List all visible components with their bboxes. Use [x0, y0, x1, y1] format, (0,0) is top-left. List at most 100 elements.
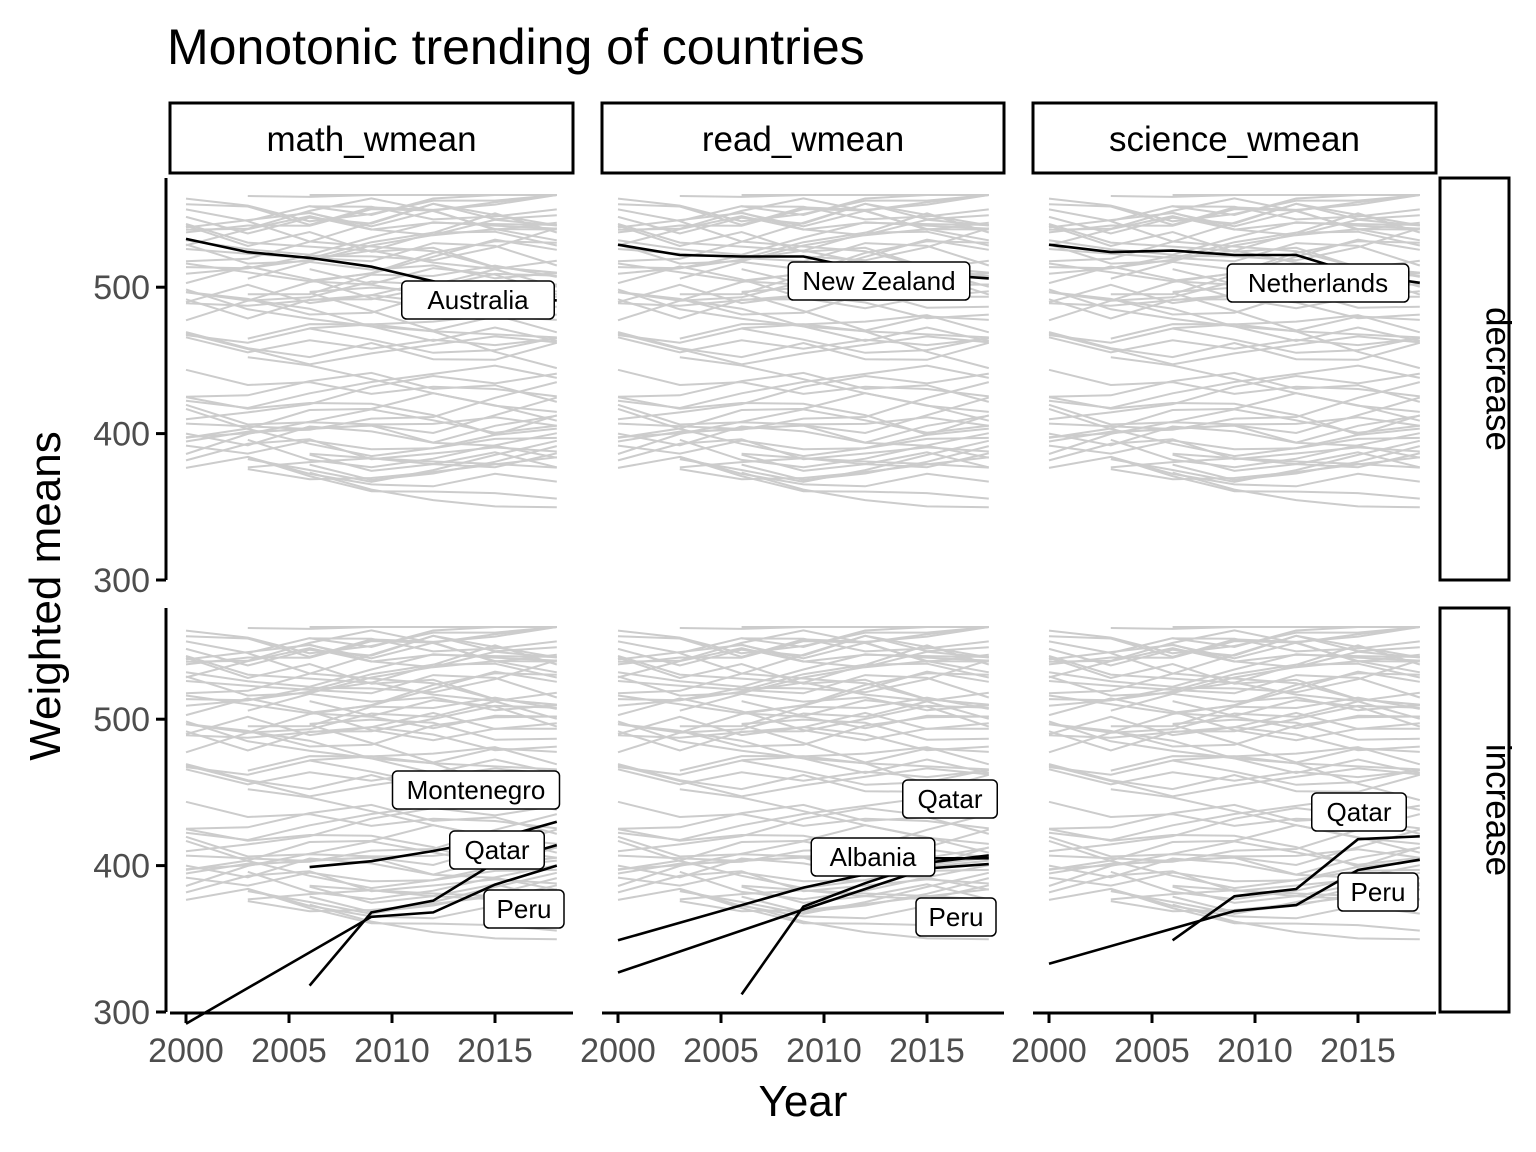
data-label-box: [1226, 263, 1410, 303]
background-series-line: [247, 456, 557, 481]
background-series-line: [247, 864, 557, 901]
background-series-line: [1048, 455, 1420, 500]
background-series-line: [1172, 637, 1420, 653]
background-series-line: [1048, 887, 1420, 932]
background-series-line: [185, 396, 558, 436]
background-series-line: [185, 681, 557, 707]
background-series-line: [185, 224, 557, 274]
y-tick-label: 300: [93, 562, 150, 600]
background-series-line: [185, 408, 557, 455]
background-series-line: [1048, 681, 1420, 707]
background-series-line: [309, 471, 557, 509]
background-series-line: [617, 425, 989, 459]
x-tick-label: 2015: [1320, 1032, 1396, 1070]
background-series-line: [1110, 432, 1420, 469]
y-tick-label: 400: [93, 848, 150, 886]
background-series-line: [1172, 670, 1420, 714]
background-series-line: [1172, 699, 1421, 728]
x-tick-label: 2005: [1114, 1032, 1190, 1070]
background-series-line: [309, 670, 557, 714]
data-label-box: [902, 779, 998, 819]
background-series-line: [617, 396, 990, 436]
background-series-line: [1048, 331, 1421, 361]
facet-strip-decrease: [1438, 176, 1511, 582]
background-series-line: [1048, 371, 1421, 403]
background-series-line: [741, 746, 990, 766]
background-series-line: [617, 656, 989, 706]
background-series-line: [1048, 634, 1420, 695]
background-series-line: [1048, 221, 1420, 256]
data-label-box: [915, 897, 997, 937]
background-series-line: [185, 674, 558, 699]
background-series-line: [185, 803, 558, 835]
background-series-line: [679, 730, 990, 775]
background-series-line: [309, 746, 558, 766]
background-series-line: [1110, 298, 1421, 343]
background-series-line: [1048, 715, 1420, 748]
background-series-line: [617, 634, 989, 695]
background-series-line: [1048, 242, 1421, 267]
background-series-line: [1048, 336, 1420, 354]
x-tick-label: 2015: [457, 1032, 533, 1070]
x-tick-label: 2005: [251, 1032, 327, 1070]
background-series-line: [185, 653, 557, 688]
background-series-line: [309, 238, 557, 282]
facet-strip-label: math_wmean: [266, 120, 476, 159]
background-series-line: [185, 327, 557, 354]
background-series-line: [1110, 455, 1420, 488]
background-series-line: [1048, 436, 1420, 455]
facet-panels: math_wmean read_wmean science_wmeandecreas…: [93, 101, 1518, 1070]
x-axis-label: Year: [759, 1077, 848, 1126]
facet-strip-science_wmean: [1031, 101, 1438, 175]
background-series-line: [741, 230, 990, 260]
x-tick-label: 2015: [889, 1032, 965, 1070]
background-series-line: [679, 788, 989, 845]
background-series-line: [247, 356, 557, 413]
background-series-line: [309, 903, 557, 941]
data-label-box: [483, 889, 565, 929]
background-series-line: [1048, 653, 1420, 688]
background-series-line: [309, 877, 558, 914]
background-series-line: [247, 298, 558, 343]
background-series-line: [679, 356, 989, 413]
background-series-line: [1110, 456, 1420, 481]
background-series-line: [185, 711, 557, 737]
background-series-line: [185, 800, 557, 830]
facet-strip-label: decrease: [1479, 307, 1518, 451]
background-series-line: [1048, 381, 1421, 443]
background-series-line: [185, 656, 557, 706]
background-series-line: [1048, 215, 1420, 247]
background-series-line: [1172, 471, 1420, 509]
background-series-line: [185, 868, 557, 887]
background-series-line: [1172, 452, 1421, 469]
background-series-line: [1048, 626, 1420, 655]
background-series-line: [185, 704, 557, 752]
background-series-line: [1048, 828, 1421, 868]
x-tick-label: 2005: [683, 1032, 759, 1070]
background-series-line: [617, 674, 990, 699]
background-series-line: [679, 456, 989, 481]
background-series-line: [617, 372, 989, 421]
background-series-line: [617, 813, 990, 875]
background-series-line: [617, 647, 989, 679]
background-series-line: [247, 455, 557, 488]
background-series-line: [617, 455, 989, 500]
highlight-line-peru: [617, 862, 989, 974]
data-label-box: [1311, 792, 1407, 832]
background-series-line: [309, 718, 557, 741]
data-label: Albania: [830, 842, 917, 872]
background-series-line: [1048, 711, 1420, 737]
background-series-line: [309, 445, 558, 482]
background-series-line: [1048, 396, 1421, 436]
background-series-line: [1172, 662, 1421, 692]
background-series-line: [617, 768, 989, 786]
background-series-line: [617, 331, 990, 361]
chart-title: Monotonic trending of countries: [167, 19, 865, 75]
background-series-line: [185, 331, 558, 361]
data-label: Qatar: [917, 784, 982, 814]
background-series-line: [185, 221, 557, 256]
background-series-line: [185, 272, 557, 320]
background-series-line: [617, 704, 989, 752]
background-series-line: [1048, 647, 1420, 679]
